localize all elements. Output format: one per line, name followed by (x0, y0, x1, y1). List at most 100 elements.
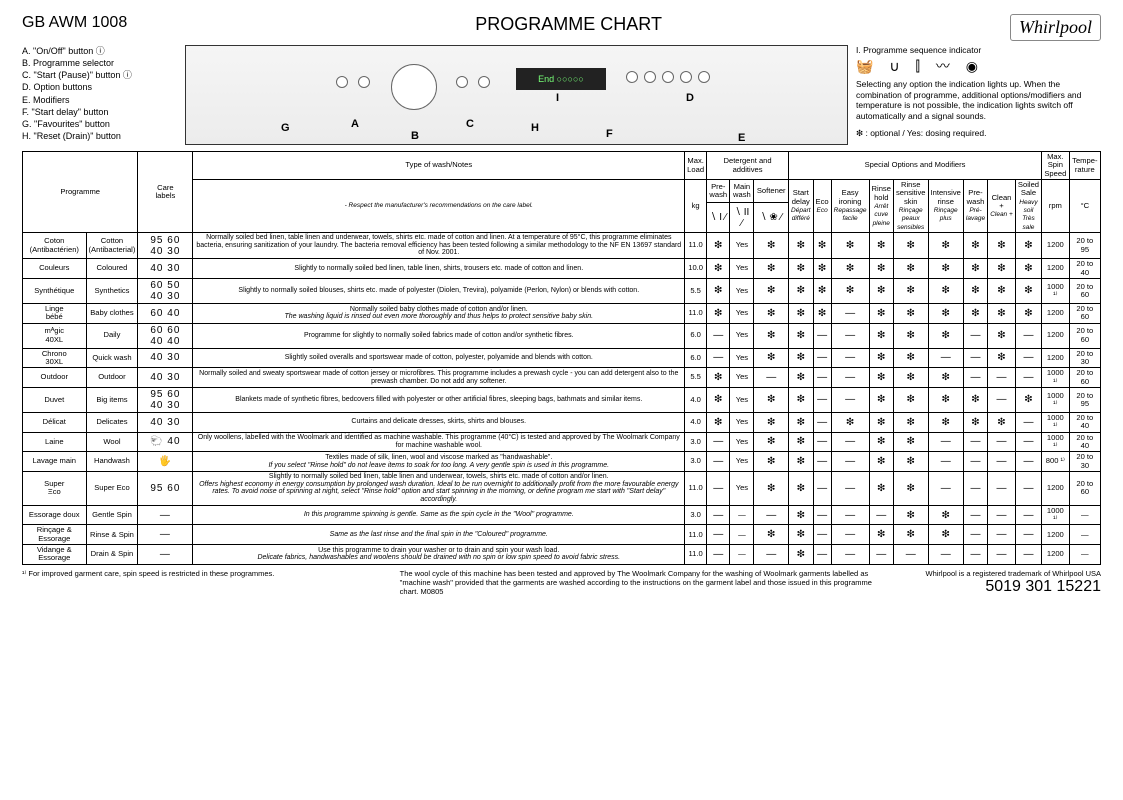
prog-en: Outdoor (86, 368, 138, 388)
cell-softener: — (754, 545, 789, 565)
cell-option: — (813, 471, 831, 505)
max-load: 6.0 (685, 323, 707, 348)
cell-prewash: ❇ (707, 303, 730, 323)
cell-option: ❇ (893, 278, 928, 303)
cell-option: ❇ (893, 368, 928, 388)
prog-en: Wool (86, 432, 138, 452)
cell-softener: ❇ (754, 303, 789, 323)
prog-fr: Rinçage & Essorage (23, 525, 87, 545)
prog-fr: Essorage doux (23, 505, 87, 525)
table-row: Rinçage & EssorageRinse & Spin—Same as t… (23, 525, 1101, 545)
table-row: mᴬgic40XLDaily60 6040 40Programme for sl… (23, 323, 1101, 348)
panel-button-icon (698, 71, 710, 83)
prog-fr: Laine (23, 432, 87, 452)
cell-spin: 1000 ¹⁾ (1042, 505, 1070, 525)
legend-item: C. "Start (Pause)" button ⓘ (22, 69, 177, 81)
cell-spin: 1200 (1042, 525, 1070, 545)
cell-temp: 20 to 95 (1069, 387, 1100, 412)
cell-option: — (831, 387, 869, 412)
cell-option: ❇ (893, 387, 928, 412)
prog-en: Handwash (86, 452, 138, 472)
cell-option: — (988, 452, 1016, 472)
cell-softener: ❇ (754, 412, 789, 432)
cell-option: ❇ (789, 323, 814, 348)
cell-option: — (963, 452, 987, 472)
cell-temp: 20 to 40 (1069, 412, 1100, 432)
cell-option: ❇ (869, 233, 893, 259)
max-load: 11.0 (685, 545, 707, 565)
cell-softener: ❇ (754, 278, 789, 303)
cell-option: — (988, 432, 1016, 452)
prog-en: Gentle Spin (86, 505, 138, 525)
legend-left: A. "On/Off" button ⓘB. Programme selecto… (22, 45, 177, 145)
col-load-unit: kg (685, 180, 707, 233)
cell-mainwash: Yes (730, 368, 754, 388)
cell-mainwash: Yes (730, 323, 754, 348)
cell-mainwash: Yes (730, 348, 754, 368)
cell-option: ❇ (831, 233, 869, 259)
sequence-icons: 🧺 ∪ ⫿ 〰 ◉ (856, 58, 1101, 76)
cell-temp: 20 to 95 (1069, 233, 1100, 259)
cell-option: ❇ (813, 233, 831, 259)
notes: Blankets made of synthetic fibres, bedco… (193, 387, 685, 412)
cell-option: ❇ (928, 368, 963, 388)
detergent-icon: ∖ ❀ ∕ (754, 203, 789, 233)
cell-option: — (928, 348, 963, 368)
cell-option: ❇ (963, 412, 987, 432)
cell-option: — (831, 545, 869, 565)
cell-option: ❇ (869, 471, 893, 505)
cell-option: ❇ (928, 525, 963, 545)
prog-en: Delicates (86, 412, 138, 432)
cell-option: ❇ (988, 278, 1016, 303)
cell-option: ❇ (963, 259, 987, 279)
cell-temp: 20 to 30 (1069, 348, 1100, 368)
cell-option: ❇ (869, 323, 893, 348)
panel-button-icon (336, 76, 348, 88)
notes: In this programme spinning is gentle. Sa… (193, 505, 685, 525)
max-load: 3.0 (685, 452, 707, 472)
cell-spin: 1000 ¹⁾ (1042, 368, 1070, 388)
cell-prewash: — (707, 323, 730, 348)
cell-temp: — (1069, 525, 1100, 545)
cell-option: ❇ (869, 387, 893, 412)
cell-temp: 20 to 60 (1069, 471, 1100, 505)
cell-option: ❇ (831, 259, 869, 279)
mark-D: D (686, 92, 694, 104)
cell-option: ❇ (789, 259, 814, 279)
cell-option: — (988, 368, 1016, 388)
cell-prewash: ❇ (707, 412, 730, 432)
notes: Programme for slightly to normally soile… (193, 323, 685, 348)
cell-option: ❇ (1015, 303, 1041, 323)
cell-option: — (928, 452, 963, 472)
cell-mainwash: — (730, 545, 754, 565)
cell-option: ❇ (928, 278, 963, 303)
care-labels: 🖐 (138, 452, 193, 472)
legend-item: E. Modifiers (22, 94, 177, 106)
prog-fr: Synthétique (23, 278, 87, 303)
max-load: 4.0 (685, 412, 707, 432)
cell-spin: 1000 ¹⁾ (1042, 387, 1070, 412)
cell-softener: — (754, 368, 789, 388)
table-row: Lavage mainHandwash🖐Textiles made of sil… (23, 452, 1101, 472)
cell-option: — (869, 505, 893, 525)
cell-temp: — (1069, 505, 1100, 525)
cell-option: ❇ (893, 452, 928, 472)
legend-item: G. "Favourites" button (22, 118, 177, 130)
max-load: 4.0 (685, 387, 707, 412)
notes: Curtains and delicate dresses, skirts, s… (193, 412, 685, 432)
care-labels: 40 30 (138, 259, 193, 279)
col-care: Carelabels (138, 152, 193, 233)
cell-option: — (988, 387, 1016, 412)
col-detergent-group: Detergent and additives (707, 152, 789, 180)
cell-option: — (813, 432, 831, 452)
seq-indicator-title: I. Programme sequence indicator (856, 45, 1101, 56)
col-prewash: Pre-wash (707, 180, 730, 203)
prog-fr: Délicat (23, 412, 87, 432)
cell-temp: 20 to 40 (1069, 259, 1100, 279)
cell-option: — (963, 545, 987, 565)
table-row: Coton(Antibactérien)Cotton(Antibacterial… (23, 233, 1101, 259)
col-special: EasyironingRepassagefacile (831, 180, 869, 233)
cell-option: ❇ (789, 525, 814, 545)
max-load: 5.5 (685, 368, 707, 388)
cell-option: ❇ (1015, 387, 1041, 412)
